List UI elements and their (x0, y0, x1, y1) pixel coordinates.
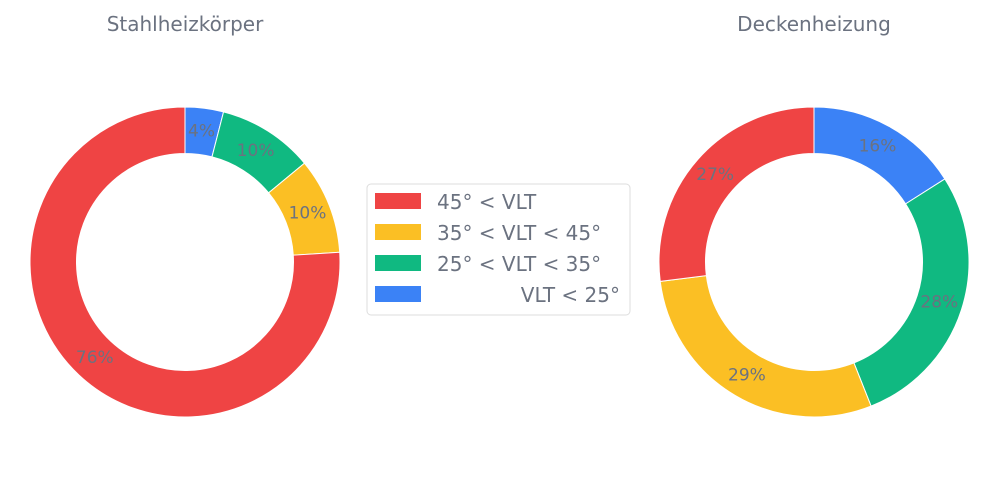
legend-box (366, 183, 631, 316)
percent-label: 27% (696, 165, 734, 185)
percent-label: 28% (920, 293, 958, 313)
donut-slice-45-vlt (29, 106, 341, 418)
percent-label: 76% (76, 348, 114, 368)
legend-label-under-25: VLT < 25° (521, 283, 620, 307)
chart-left: Stahlheizkörper 4% 10% 10% 76% (29, 12, 341, 418)
legend-swatch-under-25 (375, 286, 421, 302)
donut-left: 4% 10% 10% 76% (29, 106, 341, 418)
percent-label: 16% (859, 137, 897, 157)
chart-right: Deckenheizung 16% 28% 29% 27% (658, 12, 970, 418)
donut-slice-25-vlt-35 (853, 178, 970, 407)
donut-slice-35-vlt-45 (659, 275, 872, 418)
chart-title-right: Deckenheizung (737, 12, 891, 36)
legend-swatch-35-45 (375, 224, 421, 240)
legend: 45° < VLT 35° < VLT < 45° 25° < VLT < 35… (366, 183, 631, 316)
legend-swatch-25-35 (375, 255, 421, 271)
legend-label-45-vlt: 45° < VLT (437, 190, 537, 214)
donut-slice-45-vlt (658, 106, 815, 282)
percent-label: 4% (188, 121, 215, 141)
donut-right: 16% 28% 29% 27% (658, 106, 970, 418)
chart-title-left: Stahlheizkörper (107, 12, 264, 36)
legend-label-35-45: 35° < VLT < 45° (437, 221, 601, 245)
legend-label-25-35: 25° < VLT < 35° (437, 252, 601, 276)
percent-label: 29% (728, 365, 766, 385)
legend-swatch-45-vlt (375, 193, 421, 209)
percent-label: 10% (289, 203, 327, 223)
percent-label: 10% (237, 141, 275, 161)
